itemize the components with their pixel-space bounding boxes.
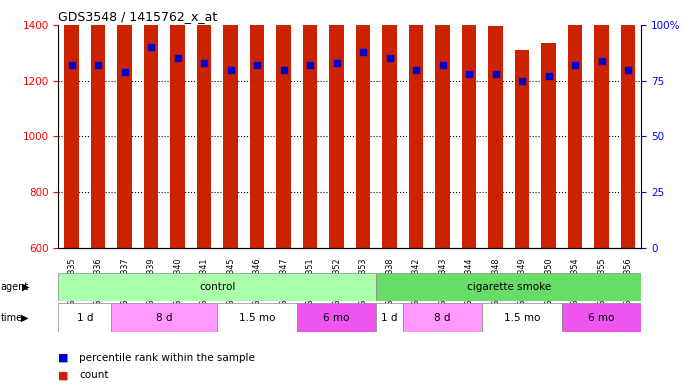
Bar xyxy=(515,50,530,248)
Text: cigarette smoke: cigarette smoke xyxy=(466,282,551,292)
Bar xyxy=(91,0,106,248)
Text: count: count xyxy=(79,370,108,380)
Bar xyxy=(111,303,217,332)
Point xyxy=(278,66,289,73)
Point xyxy=(172,55,183,61)
Bar xyxy=(382,0,397,248)
Text: ■: ■ xyxy=(58,353,69,363)
Bar xyxy=(541,43,556,248)
Point xyxy=(305,62,316,68)
Bar xyxy=(58,273,377,301)
Text: percentile rank within the sample: percentile rank within the sample xyxy=(79,353,255,363)
Bar xyxy=(297,303,377,332)
Bar xyxy=(64,0,79,248)
Bar xyxy=(250,0,264,248)
Bar xyxy=(329,0,344,248)
Bar xyxy=(197,25,211,248)
Point xyxy=(623,66,634,73)
Point xyxy=(569,62,580,68)
Point xyxy=(331,60,342,66)
Text: 1.5 mo: 1.5 mo xyxy=(239,313,275,323)
Text: time: time xyxy=(1,313,23,323)
Point xyxy=(437,62,448,68)
Bar xyxy=(621,19,635,248)
Bar xyxy=(562,303,641,332)
Bar xyxy=(403,303,482,332)
Point xyxy=(225,66,236,73)
Text: ■: ■ xyxy=(58,370,69,380)
Bar xyxy=(377,303,403,332)
Point xyxy=(66,62,77,68)
Bar xyxy=(58,303,111,332)
Point xyxy=(384,55,395,61)
Text: 8 d: 8 d xyxy=(434,313,451,323)
Bar xyxy=(568,0,582,248)
Point xyxy=(145,44,156,50)
Point xyxy=(357,49,368,55)
Bar xyxy=(217,303,297,332)
Bar xyxy=(303,0,318,248)
Bar xyxy=(594,0,609,248)
Bar xyxy=(409,0,423,248)
Text: ▶: ▶ xyxy=(22,282,29,292)
Text: ▶: ▶ xyxy=(21,313,28,323)
Bar xyxy=(488,26,503,248)
Bar xyxy=(224,3,238,248)
Bar xyxy=(377,273,641,301)
Point xyxy=(199,60,210,66)
Point xyxy=(490,71,501,77)
Bar xyxy=(276,0,291,248)
Text: 1.5 mo: 1.5 mo xyxy=(504,313,541,323)
Text: 6 mo: 6 mo xyxy=(589,313,615,323)
Point xyxy=(596,58,607,64)
Text: 6 mo: 6 mo xyxy=(323,313,350,323)
Text: GDS3548 / 1415762_x_at: GDS3548 / 1415762_x_at xyxy=(58,10,217,23)
Bar xyxy=(482,303,562,332)
Text: control: control xyxy=(199,282,235,292)
Point xyxy=(252,62,263,68)
Bar xyxy=(144,0,158,248)
Point xyxy=(464,71,475,77)
Bar xyxy=(117,0,132,248)
Text: 1 d: 1 d xyxy=(381,313,398,323)
Text: 1 d: 1 d xyxy=(77,313,93,323)
Point xyxy=(93,62,104,68)
Point xyxy=(411,66,422,73)
Point xyxy=(543,73,554,79)
Bar xyxy=(436,0,450,248)
Point xyxy=(119,69,130,75)
Text: 8 d: 8 d xyxy=(156,313,173,323)
Bar xyxy=(356,0,370,248)
Text: agent: agent xyxy=(1,282,29,292)
Bar xyxy=(170,0,185,248)
Bar xyxy=(462,8,476,248)
Point xyxy=(517,78,528,84)
